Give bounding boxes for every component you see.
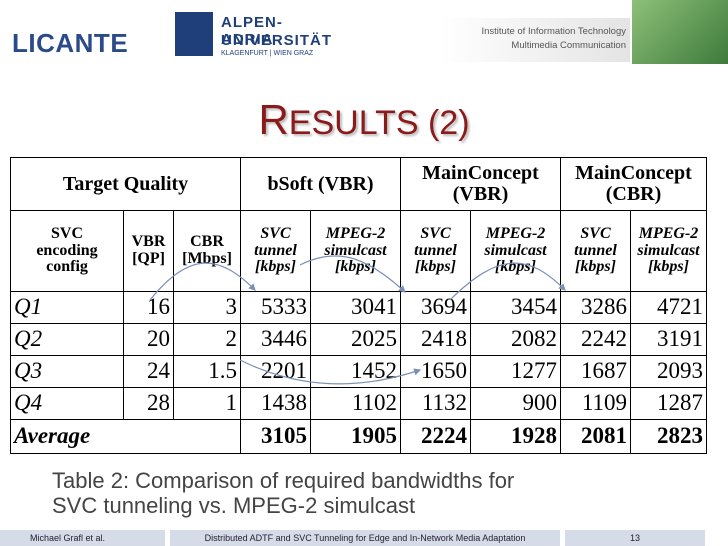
data-cell: 1277: [470, 355, 561, 388]
department: Multimedia Communication: [511, 40, 626, 51]
data-cell: 2201: [240, 355, 311, 388]
row-label: Q1: [10, 291, 124, 324]
institute-banner: Institute of Information Technology Mult…: [440, 18, 630, 62]
results-table: Target Quality bSoft (VBR) MainConcept (VB…: [10, 157, 707, 454]
row-label: Q4: [10, 387, 124, 420]
header-cell: bSoft (VBR): [240, 157, 401, 211]
data-row: Q3 24 1.5 2201 1452 1650 1277 1687 2093: [10, 355, 707, 388]
data-cell: 3286: [560, 291, 631, 324]
table-caption: Table 2: Comparison of required bandwidt…: [52, 468, 515, 519]
data-cell: 1: [173, 387, 241, 420]
row-label: Q2: [10, 323, 124, 356]
subheader-cell: VBR [QP]: [123, 210, 174, 292]
average-row: Average 3105 1905 2224 1928 2081 2823: [10, 419, 707, 454]
data-cell: 1.5: [173, 355, 241, 388]
header-cell: MainConcept (VBR): [400, 157, 561, 211]
data-cell: 16: [123, 291, 174, 324]
data-cell: 4721: [630, 291, 707, 324]
data-cell: 2: [173, 323, 241, 356]
header-image: [632, 0, 728, 64]
subheader-cell: SVC tunnel [kbps]: [240, 210, 311, 292]
subheader-row: SVC encoding config VBR [QP] CBR [Mbps] SVC…: [10, 210, 707, 292]
subheader-cell: MPEG-2 simulcast [kbps]: [630, 210, 707, 292]
header-row: Target Quality bSoft (VBR) MainConcept (VB…: [10, 157, 707, 211]
data-cell: 3: [173, 291, 241, 324]
data-cell: 2093: [630, 355, 707, 388]
data-cell: 1650: [400, 355, 471, 388]
data-cell: 5333: [240, 291, 311, 324]
university-mark: [175, 12, 213, 56]
university-logo: ALPEN-ADRIA UNIVERSITÄT KLAGENFURT | WIE…: [175, 12, 331, 62]
data-row: Q2 20 2 3446 2025 2418 2082 2242 3191: [10, 323, 707, 356]
data-cell: 3041: [310, 291, 401, 324]
data-cell: 2025: [310, 323, 401, 356]
data-cell: 3454: [470, 291, 561, 324]
data-cell: 3191: [630, 323, 707, 356]
subheader-cell: SVC encoding config: [10, 210, 124, 292]
data-cell: 2418: [400, 323, 471, 356]
data-cell: 2242: [560, 323, 631, 356]
university-cities: KLAGENFURT | WIEN GRAZ: [221, 50, 314, 57]
subheader-cell: MPEG-2 simulcast [kbps]: [470, 210, 561, 292]
average-cell: 1928: [470, 419, 561, 454]
data-cell: 900: [470, 387, 561, 420]
footer-talk: Distributed ADTF and SVC Tunneling for E…: [170, 530, 560, 546]
average-cell: 3105: [240, 419, 311, 454]
data-cell: 1109: [560, 387, 631, 420]
data-cell: 3694: [400, 291, 471, 324]
row-label: Average: [10, 419, 241, 454]
subheader-cell: CBR [Mbps]: [173, 210, 241, 292]
logo-left: LICANTE: [12, 28, 129, 58]
subheader-cell: MPEG-2 simulcast [kbps]: [310, 210, 401, 292]
footer-page: 13: [565, 530, 705, 546]
data-cell: 1452: [310, 355, 401, 388]
subheader-cell: SVC tunnel [kbps]: [400, 210, 471, 292]
data-cell: 1687: [560, 355, 631, 388]
data-row: Q1 16 3 5333 3041 3694 3454 3286 4721: [10, 291, 707, 324]
institute: Institute of Information Technology: [481, 26, 626, 37]
average-cell: 2823: [630, 419, 707, 454]
average-cell: 2081: [560, 419, 631, 454]
header-cell: Target Quality: [10, 157, 241, 211]
row-label: Q3: [10, 355, 124, 388]
slide-title: RESULTS (2): [258, 96, 470, 143]
data-cell: 1132: [400, 387, 471, 420]
data-row: Q4 28 1 1438 1102 1132 900 1109 1287: [10, 387, 707, 420]
data-cell: 1438: [240, 387, 311, 420]
university-name-2: UNIVERSITÄT: [221, 32, 333, 49]
data-cell: 28: [123, 387, 174, 420]
subheader-cell: SVC tunnel [kbps]: [560, 210, 631, 292]
footer-author: Michael Grafl et al.: [0, 530, 165, 546]
average-cell: 1905: [310, 419, 401, 454]
header-cell: MainConcept (CBR): [560, 157, 707, 211]
data-cell: 3446: [240, 323, 311, 356]
data-cell: 20: [123, 323, 174, 356]
average-cell: 2224: [400, 419, 471, 454]
university-name: ALPEN-ADRIA: [221, 14, 283, 48]
data-cell: 2082: [470, 323, 561, 356]
data-cell: 24: [123, 355, 174, 388]
data-cell: 1102: [310, 387, 401, 420]
data-cell: 1287: [630, 387, 707, 420]
